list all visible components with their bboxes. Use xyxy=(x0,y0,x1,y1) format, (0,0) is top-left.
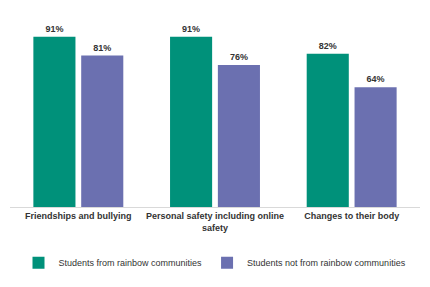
svg-text:76%: 76% xyxy=(230,52,248,62)
svg-text:82%: 82% xyxy=(319,41,337,51)
svg-text:Students not from rainbow comm: Students not from rainbow communities xyxy=(247,258,406,268)
svg-text:81%: 81% xyxy=(93,43,111,53)
svg-text:Students from rainbow communit: Students from rainbow communities xyxy=(59,258,203,268)
svg-text:Personal safety including onli: Personal safety including onlinesafety xyxy=(146,211,284,233)
svg-text:91%: 91% xyxy=(45,24,63,34)
svg-text:64%: 64% xyxy=(367,74,385,84)
svg-text:Friendships and bullying: Friendships and bullying xyxy=(25,211,132,221)
svg-text:Changes to their body: Changes to their body xyxy=(304,211,399,221)
svg-text:91%: 91% xyxy=(182,24,200,34)
